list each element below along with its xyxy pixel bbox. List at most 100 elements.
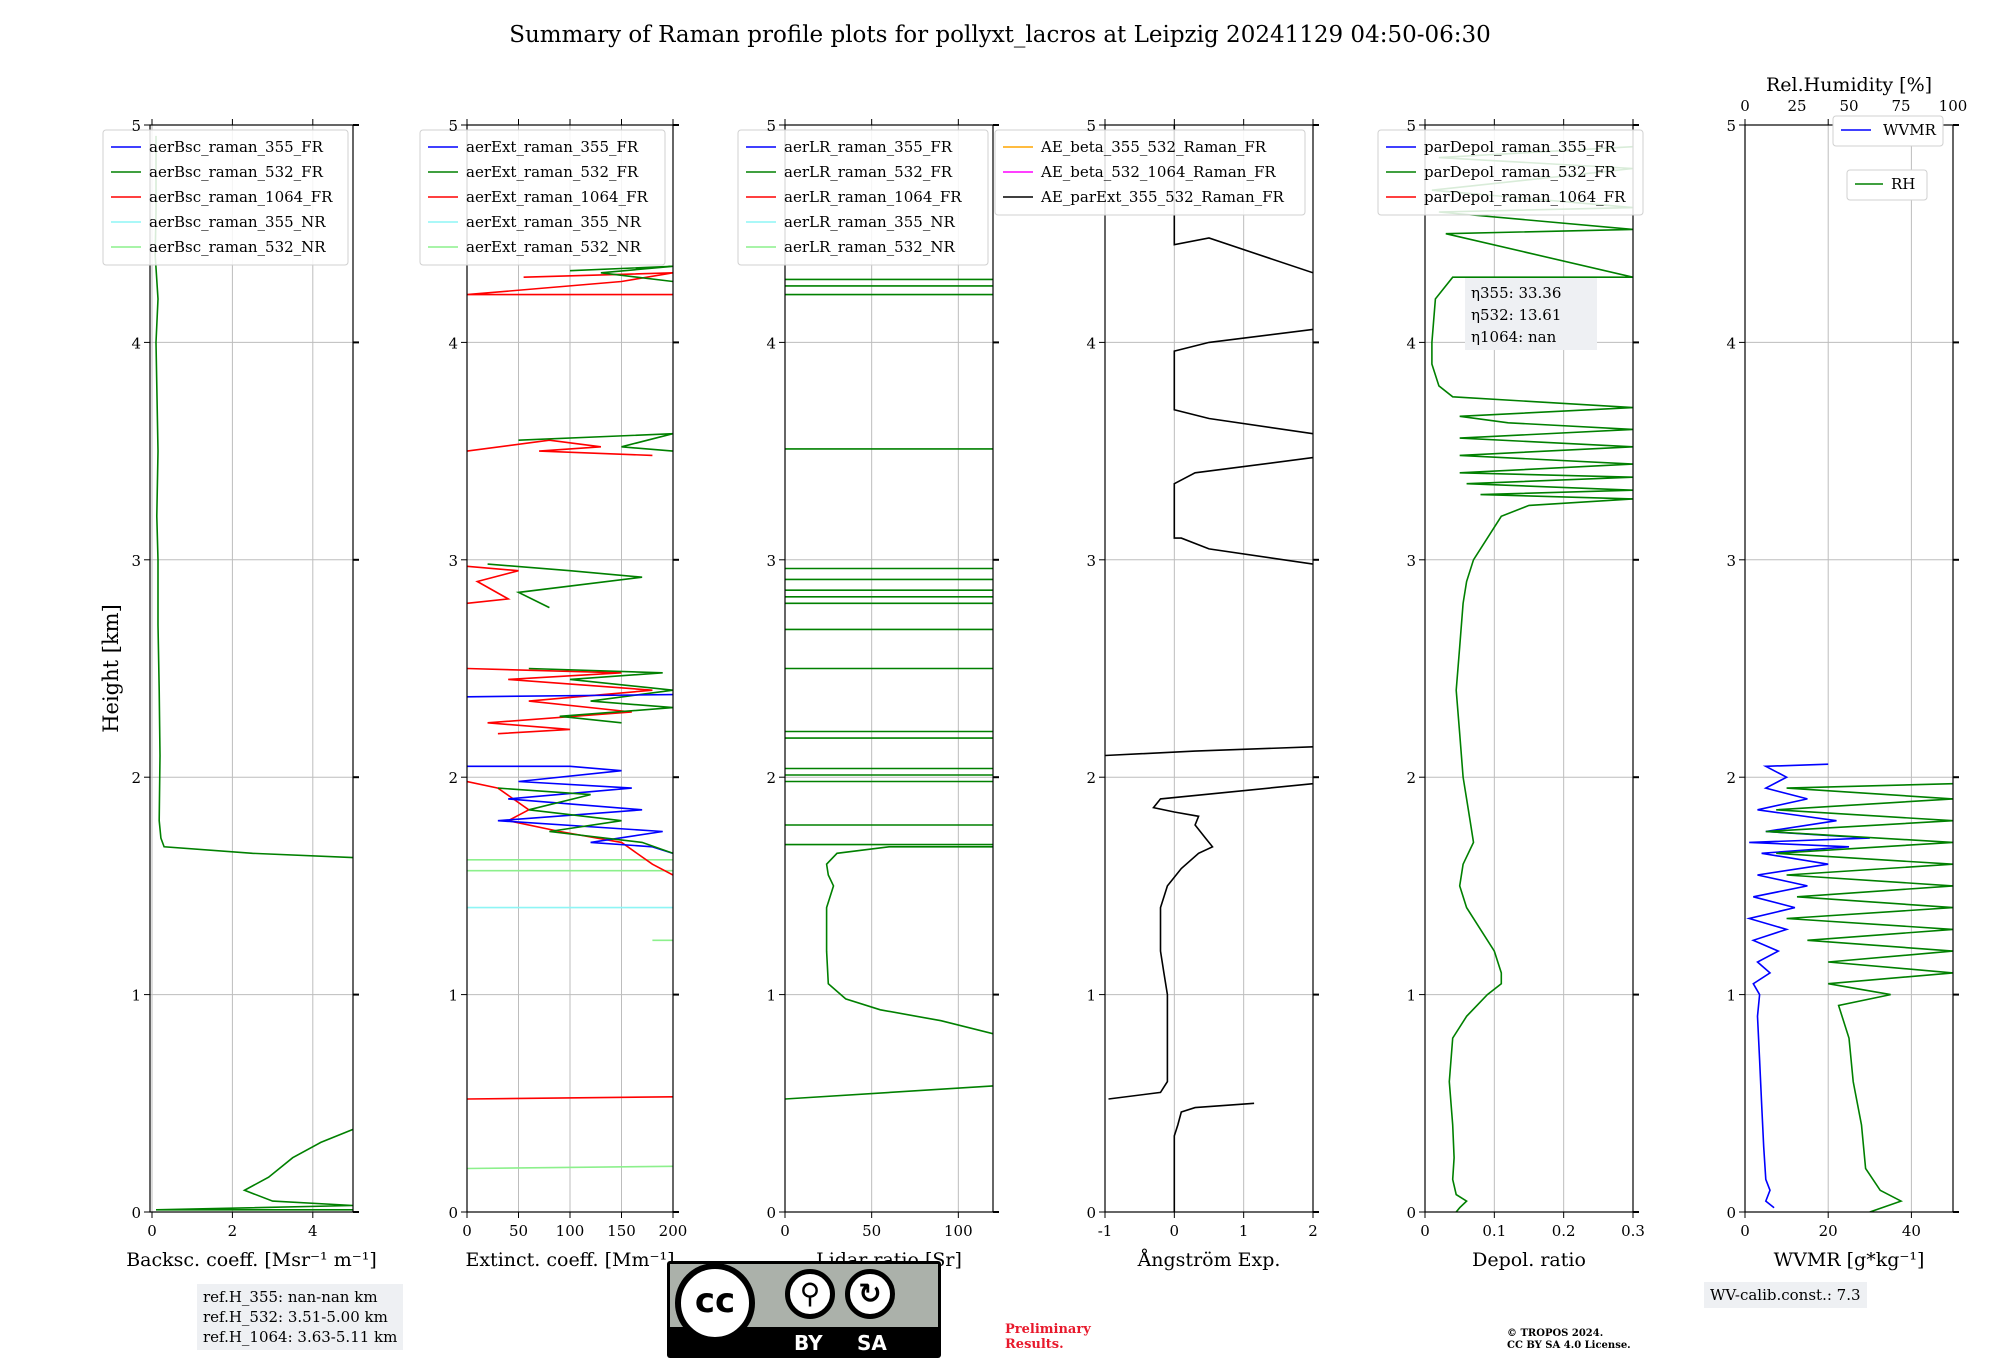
legend-box [419, 129, 666, 266]
x-top-tick-label: 50 [1839, 97, 1858, 115]
x-tick-label: 0 [147, 1222, 157, 1240]
x-tick-label: 150 [607, 1222, 636, 1240]
series-line [785, 1085, 993, 1100]
y-tick-label: 5 [131, 117, 141, 135]
ref-height-1064: ref.H_1064: 3.63-5.11 km [203, 1328, 398, 1346]
series-line [825, 845, 993, 1035]
cc-logo-text: cc [694, 1281, 736, 1321]
share-alike-icon: ↻ [845, 1269, 895, 1319]
y-tick-label: 1 [131, 987, 141, 1005]
panel-2 [419, 119, 679, 1218]
series-line [1173, 1102, 1255, 1212]
y-tick-label: 1 [1406, 987, 1416, 1005]
preliminary-note: Preliminary Results. [1005, 1322, 1091, 1352]
x-tick-label: 0.1 [1482, 1222, 1506, 1240]
x-tick-label: 100 [556, 1222, 585, 1240]
series-group [1105, 125, 1313, 1212]
x-axis-label: Extinct. coeff. [Mm⁻¹] [465, 1249, 674, 1271]
x-top-tick-label: 100 [1939, 97, 1968, 115]
y-tick-label: 1 [1086, 987, 1096, 1005]
legend-label: AE_beta_532_1064_Raman_FR [1040, 163, 1276, 181]
y-tick-label: 4 [1086, 334, 1096, 352]
y-tick-label: 3 [1726, 552, 1736, 570]
legend-label: aerExt_raman_1064_FR [466, 188, 648, 206]
ref-height-532: ref.H_532: 3.51-5.00 km [203, 1308, 388, 1326]
legend-label: parDepol_raman_1064_FR [1424, 188, 1626, 206]
cc-logo-icon: cc [675, 1263, 755, 1343]
axes-frame [1424, 124, 1634, 1213]
y-tick-label: 5 [1406, 117, 1416, 135]
copyright-note: © TROPOS 2024. CC BY SA 4.0 License. [1507, 1328, 1631, 1352]
wv-calibration-box: WV-calib.const.: 7.3 [1704, 1282, 1867, 1308]
panel-4 [994, 119, 1319, 1218]
panel-6 [1739, 115, 1959, 1218]
person-icon: ⚲ [785, 1269, 835, 1319]
x-tick-label: 40 [1902, 1222, 1921, 1240]
x-tick-label: 4 [308, 1222, 318, 1240]
legend-label: aerExt_raman_532_NR [466, 238, 642, 256]
x-tick-label: 100 [944, 1222, 973, 1240]
y-tick-label: 3 [131, 552, 141, 570]
series-group [1746, 763, 1953, 1212]
x-axis-label: WVMR [g*kg⁻¹] [1774, 1249, 1925, 1271]
copyright-line-1: © TROPOS 2024. [1507, 1328, 1604, 1339]
series-line [1173, 328, 1313, 435]
y-tick-label: 5 [1726, 117, 1736, 135]
axes-frame [784, 124, 994, 1213]
y-tick-label: 2 [1726, 769, 1736, 787]
y-tick-label: 2 [1406, 769, 1416, 787]
x-tick-label: 2 [1308, 1222, 1318, 1240]
axes-frame [1104, 124, 1314, 1213]
preliminary-line-2: Results. [1005, 1337, 1064, 1352]
series-line [467, 693, 673, 698]
series-line [467, 1096, 673, 1100]
y-tick-label: 0 [1406, 1204, 1416, 1222]
series-line [467, 667, 653, 735]
annotation-line: η532: 13.61 [1471, 306, 1561, 324]
series-line [154, 135, 353, 859]
y-tick-label: 5 [448, 117, 458, 135]
legend-label: aerLR_raman_532_NR [784, 238, 955, 256]
series-line [518, 432, 673, 452]
legend-box [1832, 115, 1944, 147]
y-tick-label: 4 [766, 334, 776, 352]
series-line [1765, 782, 1953, 1212]
y-tick-label: 1 [1726, 987, 1736, 1005]
series-group [467, 265, 673, 1170]
series-line [467, 780, 673, 876]
series-line [569, 265, 673, 283]
series-line [497, 787, 673, 855]
y-tick-label: 0 [766, 1204, 776, 1222]
series-line [1746, 763, 1870, 1209]
y-tick-label: 0 [1726, 1204, 1736, 1222]
legend-label: aerLR_raman_355_FR [784, 138, 953, 156]
y-tick-label: 4 [1726, 334, 1736, 352]
series-group [785, 278, 993, 1100]
y-tick-label: 2 [1086, 769, 1096, 787]
series-line [1431, 145, 1633, 1212]
x-tick-label: 0 [1420, 1222, 1430, 1240]
series-group [154, 135, 353, 1211]
x-tick-label: 50 [862, 1222, 881, 1240]
legend-label: aerBsc_raman_1064_FR [149, 188, 333, 206]
legend-box [1846, 169, 1928, 201]
legend-label: aerBsc_raman_532_NR [149, 238, 326, 256]
legend-label: aerLR_raman_355_NR [784, 213, 955, 231]
legend-box [1377, 129, 1644, 216]
annotation-line: η355: 33.36 [1471, 284, 1561, 302]
x-tick-label: 0 [462, 1222, 472, 1240]
y-tick-label: 0 [448, 1204, 458, 1222]
legend-label: aerExt_raman_532_FR [466, 163, 639, 181]
y-tick-label: 5 [1086, 117, 1096, 135]
y-tick-label: 3 [766, 552, 776, 570]
annotation-box [1465, 278, 1597, 350]
y-tick-label: 1 [448, 987, 458, 1005]
x-tick-label: 50 [509, 1222, 528, 1240]
legend-label: aerLR_raman_1064_FR [784, 188, 962, 206]
x-top-tick-label: 0 [1740, 97, 1750, 115]
x-tick-label: 2 [228, 1222, 238, 1240]
y-tick-label: 4 [448, 334, 458, 352]
x-tick-label: -1 [1098, 1222, 1113, 1240]
series-line [467, 272, 673, 296]
